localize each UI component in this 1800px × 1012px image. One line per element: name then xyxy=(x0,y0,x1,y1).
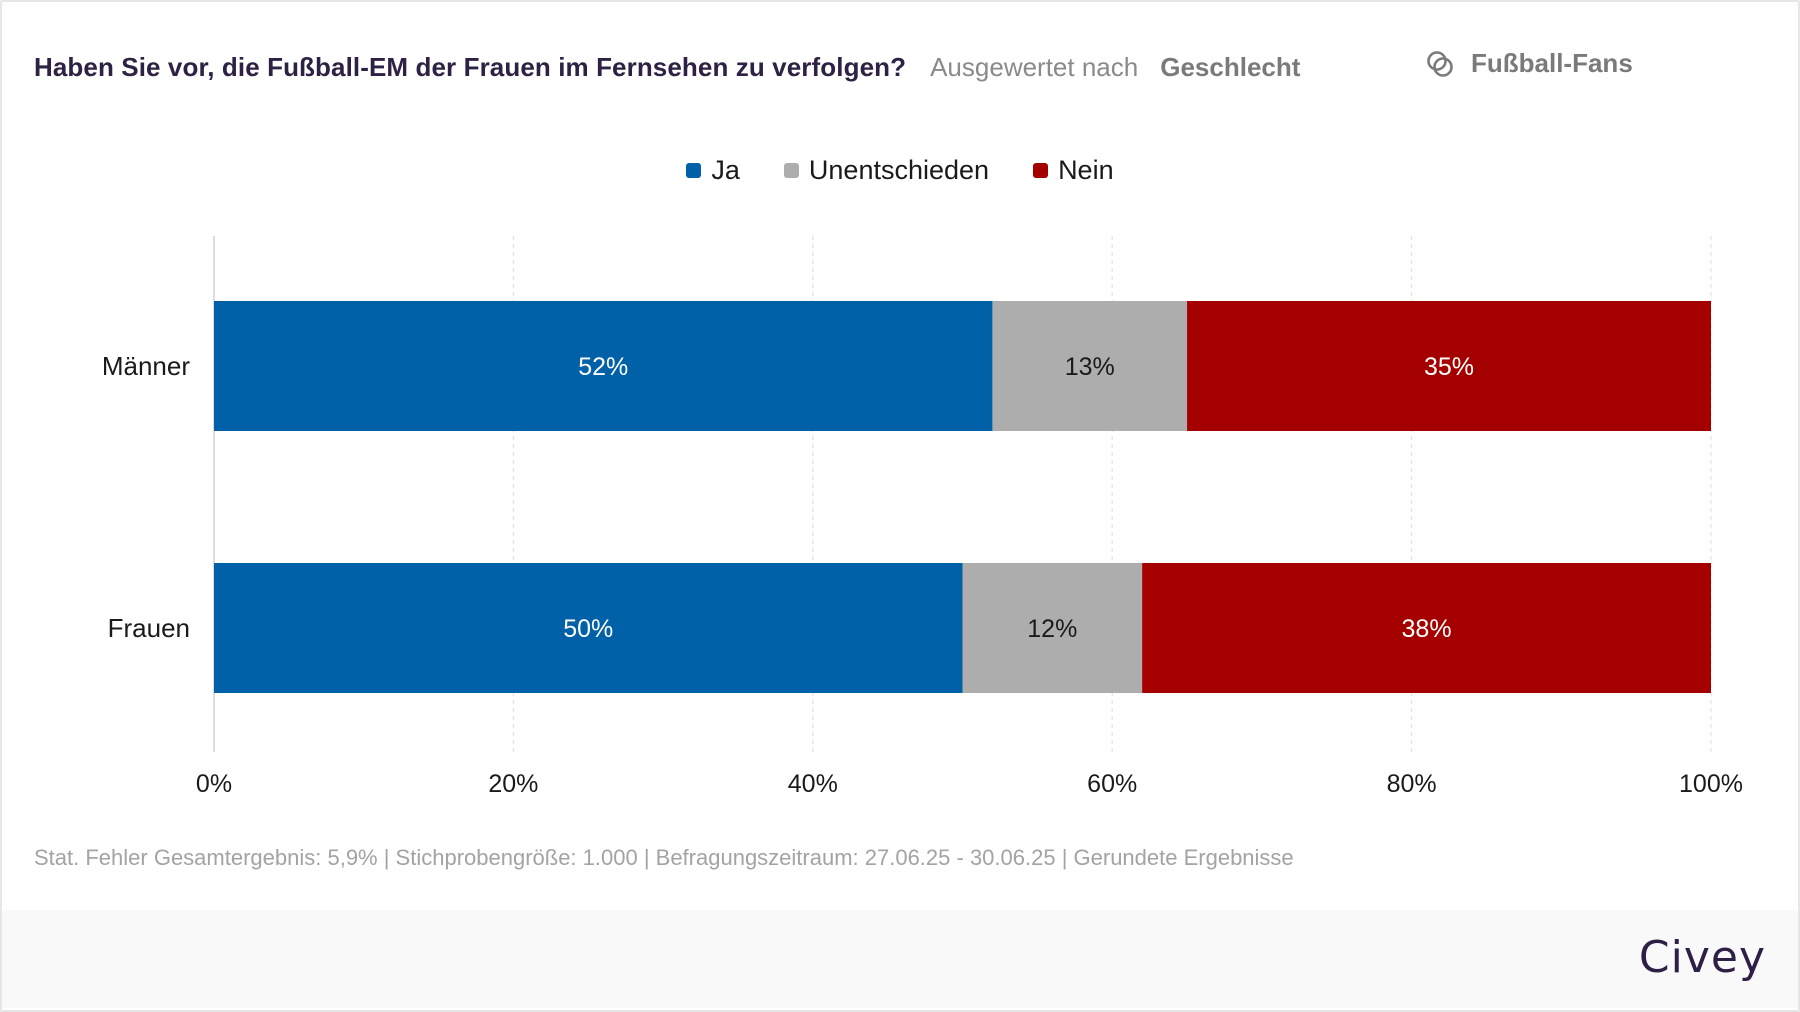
breakdown-label: Ausgewertet nach xyxy=(930,52,1139,82)
footer-band xyxy=(2,910,1798,1008)
chart-header: Haben Sie vor, die Fußball-EM der Frauen… xyxy=(34,52,1300,92)
category-label: Frauen xyxy=(108,613,190,643)
subgroup-filter-label: Fußball-Fans xyxy=(1471,48,1633,78)
x-tick-label: 20% xyxy=(488,770,538,798)
chart-legend: Ja Unentschieden Nein xyxy=(0,150,1800,190)
legend-item-unentschieden[interactable]: Unentschieden xyxy=(783,154,990,186)
civey-logo[interactable]: Civey xyxy=(1638,932,1766,983)
survey-footnote: Stat. Fehler Gesamtergebnis: 5,9% | Stic… xyxy=(34,845,1294,870)
legend-item-ja[interactable]: Ja xyxy=(686,155,740,186)
bar-segment xyxy=(1187,301,1711,431)
intersecting-circles-icon xyxy=(1425,49,1455,79)
bar-segment xyxy=(962,563,1143,693)
x-tick-label: 100% xyxy=(1679,770,1743,798)
data-label: 52% xyxy=(578,353,628,381)
data-label: 50% xyxy=(563,615,613,643)
data-label: 13% xyxy=(1065,353,1115,381)
bar-segment xyxy=(992,301,1188,431)
x-tick-label: 80% xyxy=(1387,770,1437,798)
chart-title: Haben Sie vor, die Fußball-EM der Frauen… xyxy=(34,52,907,82)
data-label: 12% xyxy=(1027,615,1077,643)
bar-segment xyxy=(214,301,993,431)
category-label: Männer xyxy=(102,351,190,381)
legend-swatch-ja xyxy=(686,162,702,178)
legend-label-ja: Ja xyxy=(711,154,740,185)
x-tick-label: 40% xyxy=(788,770,838,798)
legend-swatch-unentschieden xyxy=(783,162,799,178)
legend-label-unentschieden: Unentschieden xyxy=(808,154,990,185)
stacked-bar-chart: 0% 20% 40% 60% 80% 100% Männer 52% 13% 35% Frauen 5… xyxy=(102,236,1743,798)
x-tick-label: 0% xyxy=(196,770,232,798)
bar-segment xyxy=(1142,563,1711,693)
bar-segment xyxy=(214,563,963,693)
data-label: 35% xyxy=(1424,353,1474,381)
legend-swatch-nein xyxy=(1033,162,1049,178)
data-label: 38% xyxy=(1402,615,1452,643)
legend-label-nein: Nein xyxy=(1058,154,1114,185)
subgroup-filter[interactable]: Fußball-Fans xyxy=(1425,48,1633,79)
breakdown-selector[interactable]: Geschlecht xyxy=(1160,52,1301,82)
x-tick-label: 60% xyxy=(1087,770,1137,798)
legend-item-nein[interactable]: Nein xyxy=(1033,155,1114,186)
